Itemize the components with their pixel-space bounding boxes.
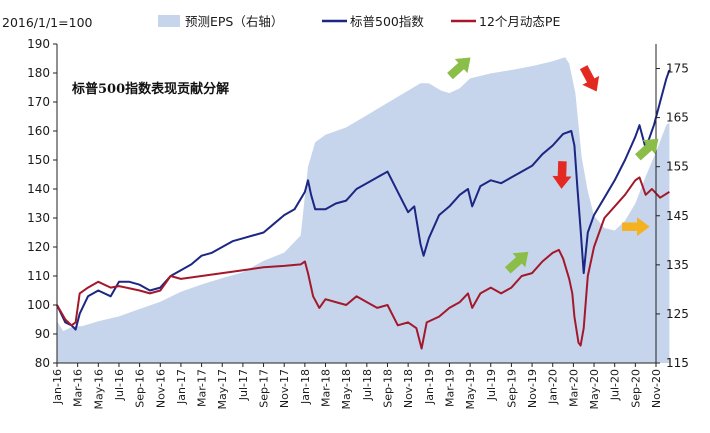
left-tick-label: 180 — [27, 66, 50, 80]
left-tick-label: 160 — [27, 124, 50, 138]
right-tick-label: 125 — [666, 307, 689, 321]
x-tick-label: May-20 — [588, 369, 601, 410]
x-tick-label: Jul-19 — [485, 369, 498, 401]
legend-label-eps: 预测EPS（右轴） — [185, 14, 283, 29]
annotation-arrow-down — [552, 161, 572, 189]
annotation-arrow-up-right — [635, 138, 659, 161]
right-tick-label: 175 — [666, 62, 689, 76]
left-tick-label: 190 — [27, 37, 50, 51]
x-tick-label: Jul-18 — [361, 369, 374, 401]
x-tick-label: Sep-19 — [505, 369, 518, 408]
x-axis-ticks: Jan-16 Mar-16 May-16 Jul-16 Sep-16 Nov-16 Jan-… — [51, 363, 663, 410]
x-tick-label: Sep-16 — [134, 369, 147, 408]
x-tick-label: Mar-16 — [72, 369, 85, 407]
x-tick-label: Mar-19 — [443, 369, 456, 407]
series-line-pe — [56, 176, 670, 350]
arrow-shape — [622, 217, 650, 237]
x-tick-label: Mar-17 — [196, 369, 209, 407]
chart-title: 标普500指数表现贡献分解 — [71, 81, 229, 97]
x-tick-label: Nov-18 — [402, 369, 415, 408]
x-tick-label: Nov-17 — [278, 369, 291, 408]
x-tick-label: Mar-18 — [320, 369, 333, 407]
x-tick-label: Sep-18 — [381, 369, 394, 408]
x-tick-label: Jul-20 — [609, 369, 622, 401]
left-tick-label: 90 — [35, 327, 50, 341]
left-tick-label: 100 — [27, 298, 50, 312]
annotation-arrows — [447, 57, 659, 274]
right-tick-label: 165 — [666, 111, 689, 125]
lines-layer — [56, 69, 671, 350]
x-tick-label: Sep-20 — [629, 369, 642, 408]
right-tick-label: 145 — [666, 209, 689, 223]
x-tick-label: Nov-16 — [154, 369, 167, 408]
arrow-shape — [552, 161, 572, 189]
left-tick-label: 120 — [27, 240, 50, 254]
arrow-shape — [504, 251, 529, 274]
left-tick-label: 170 — [27, 95, 50, 109]
left-tick-label: 140 — [27, 182, 50, 196]
x-tick-label: Jan-19 — [423, 369, 436, 405]
eps-area-layer — [57, 57, 670, 364]
left-tick-label: 110 — [27, 269, 50, 283]
axes — [56, 44, 657, 364]
x-tick-label: Jan-18 — [299, 369, 312, 405]
x-tick-label: Sep-17 — [258, 369, 271, 408]
right-axis-ticks: 115 125 135 145 155 165 175 — [656, 62, 689, 370]
right-tick-label: 155 — [666, 160, 689, 174]
left-tick-label: 130 — [27, 211, 50, 225]
x-tick-label: May-18 — [340, 369, 353, 410]
arrow-shape — [447, 57, 471, 80]
x-tick-label: May-17 — [216, 369, 229, 410]
legend: 预测EPS（右轴） 标普500指数 12个月动态PE — [158, 14, 560, 29]
legend-label-pe: 12个月动态PE — [479, 14, 560, 29]
right-tick-label: 135 — [666, 258, 689, 272]
right-tick-label: 115 — [666, 356, 689, 370]
x-tick-label: Jan-17 — [175, 369, 188, 405]
x-tick-label: Nov-19 — [526, 369, 539, 408]
arrow-shape — [579, 65, 600, 92]
x-tick-label: Nov-20 — [650, 369, 663, 408]
legend-label-spx: 标普500指数 — [350, 14, 424, 29]
x-tick-label: Jul-17 — [237, 369, 250, 401]
base-note: 2016/1/1=100 — [2, 15, 93, 30]
x-tick-label: Jan-20 — [547, 369, 560, 405]
left-tick-label: 150 — [27, 153, 50, 167]
x-tick-label: May-16 — [92, 369, 105, 410]
x-tick-label: Jan-16 — [51, 369, 64, 405]
x-tick-label: Jul-16 — [113, 369, 126, 401]
legend-swatch-eps — [158, 15, 180, 27]
annotation-arrow-right — [622, 217, 650, 237]
left-tick-label: 80 — [35, 356, 50, 370]
x-tick-label: May-19 — [464, 369, 477, 410]
x-tick-label: Mar-20 — [567, 369, 580, 407]
annotation-arrow-up-right — [447, 57, 471, 80]
series-line-spx — [56, 69, 671, 331]
series-area-eps — [57, 57, 670, 364]
annotation-arrow-down-right — [579, 65, 600, 92]
arrow-shape — [635, 138, 659, 161]
left-axis-ticks: 80 90 100 110 120 130 140 150 160 170 180 190 — [27, 37, 57, 370]
annotation-arrow-up-right — [504, 251, 529, 274]
